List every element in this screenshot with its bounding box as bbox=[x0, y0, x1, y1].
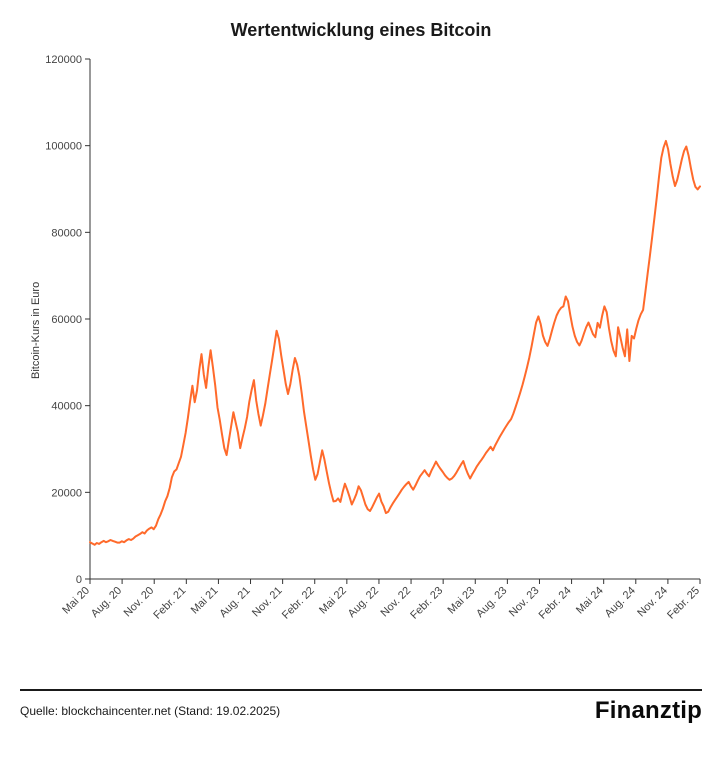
chart-area: Bitcoin-Kurs in Euro 0200004000060000800… bbox=[20, 49, 702, 689]
brand-logo: Finanztip bbox=[595, 697, 702, 725]
svg-text:Febr. 22: Febr. 22 bbox=[280, 585, 317, 622]
svg-text:120000: 120000 bbox=[45, 54, 82, 66]
chart-frame: Wertentwicklung eines Bitcoin Bitcoin-Ku… bbox=[0, 0, 722, 783]
svg-text:Aug. 21: Aug. 21 bbox=[217, 585, 252, 620]
svg-text:0: 0 bbox=[76, 574, 82, 586]
svg-text:Mai 24: Mai 24 bbox=[574, 585, 606, 617]
svg-text:Mai 23: Mai 23 bbox=[446, 585, 478, 617]
svg-text:Mai 22: Mai 22 bbox=[317, 585, 349, 617]
footer: Quelle: blockchaincenter.net (Stand: 19.… bbox=[20, 691, 702, 725]
svg-text:Febr. 25: Febr. 25 bbox=[665, 585, 702, 622]
svg-text:100000: 100000 bbox=[45, 141, 82, 153]
source-text: Quelle: blockchaincenter.net (Stand: 19.… bbox=[20, 704, 280, 718]
svg-text:Febr. 24: Febr. 24 bbox=[537, 585, 574, 622]
svg-text:Aug. 23: Aug. 23 bbox=[474, 585, 509, 620]
svg-text:80000: 80000 bbox=[51, 227, 82, 239]
line-chart: 020000400006000080000100000120000Mai 20A… bbox=[20, 49, 702, 689]
svg-text:Febr. 23: Febr. 23 bbox=[408, 585, 445, 622]
svg-text:Aug. 20: Aug. 20 bbox=[89, 585, 124, 620]
svg-text:20000: 20000 bbox=[51, 487, 82, 499]
chart-title: Wertentwicklung eines Bitcoin bbox=[20, 20, 702, 41]
svg-text:Febr. 21: Febr. 21 bbox=[151, 585, 188, 622]
svg-text:Mai 20: Mai 20 bbox=[60, 585, 92, 617]
svg-text:40000: 40000 bbox=[51, 401, 82, 413]
svg-text:Aug. 22: Aug. 22 bbox=[346, 585, 381, 620]
svg-text:Mai 21: Mai 21 bbox=[189, 585, 221, 617]
svg-text:Aug. 24: Aug. 24 bbox=[603, 585, 638, 620]
svg-text:60000: 60000 bbox=[51, 314, 82, 326]
